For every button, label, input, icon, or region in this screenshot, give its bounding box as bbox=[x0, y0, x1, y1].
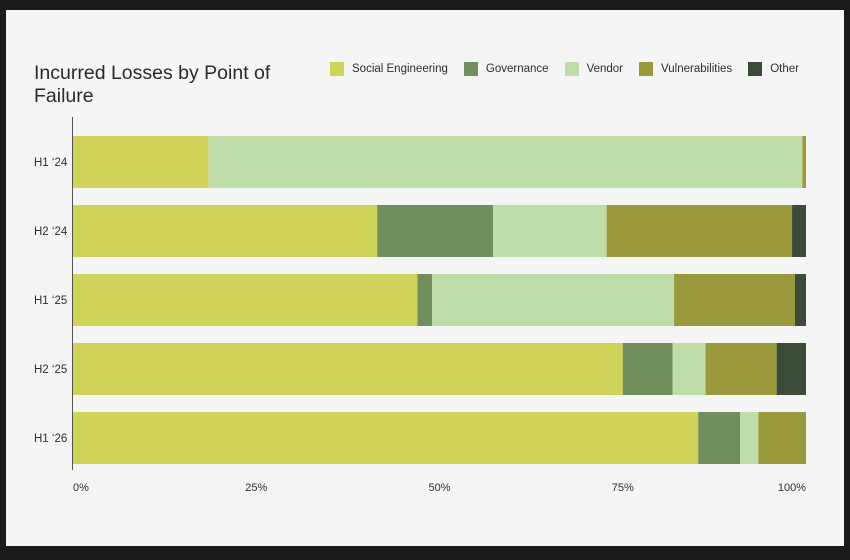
legend-swatch bbox=[564, 62, 579, 76]
legend-item-vendor: Vendor bbox=[564, 62, 624, 76]
bar-segment-vendor bbox=[740, 412, 759, 464]
legend-item-vulnerabilities: Vulnerabilities bbox=[639, 62, 732, 76]
bar-segment-vendor bbox=[432, 274, 675, 326]
legend-swatch bbox=[463, 62, 478, 76]
bar-segment-vendor bbox=[672, 343, 706, 395]
legend-item-governance: Governance bbox=[463, 62, 549, 76]
bar-segment-social-engineering bbox=[73, 274, 418, 326]
bar-segment-other bbox=[795, 274, 806, 326]
legend-label: Vendor bbox=[586, 63, 624, 75]
bar-segment-governance bbox=[417, 274, 433, 326]
category-label: H1 ‘26 bbox=[34, 433, 67, 445]
bar-segment-social-engineering bbox=[73, 412, 699, 464]
bar-segment-vulnerabilities bbox=[705, 343, 777, 395]
legend-label: Social Engineering bbox=[352, 63, 448, 75]
legend-item-other: Other bbox=[748, 62, 799, 76]
chart-title: Incurred Losses by Point of Failure bbox=[34, 62, 271, 107]
bar-segment-governance bbox=[622, 343, 673, 395]
bar-segment-other bbox=[792, 205, 806, 257]
bar-segment-vendor bbox=[208, 136, 803, 188]
bar-segment-vulnerabilities bbox=[674, 274, 796, 326]
bar-segment-vendor bbox=[493, 205, 607, 257]
bar-segment-other bbox=[776, 343, 806, 395]
x-tick-label: 50% bbox=[428, 482, 450, 494]
x-tick-label: 75% bbox=[612, 482, 634, 494]
bar-segment-social-engineering bbox=[73, 343, 623, 395]
bar-segment-governance bbox=[377, 205, 494, 257]
bar-segment-governance bbox=[698, 412, 741, 464]
legend-item-social-engineering: Social Engineering bbox=[330, 62, 448, 76]
category-label: H2 ‘25 bbox=[34, 364, 67, 376]
legend-swatch bbox=[639, 62, 654, 76]
bar-segment-social-engineering bbox=[73, 205, 378, 257]
bar-segment-vulnerabilities bbox=[802, 136, 806, 188]
legend: Social Engineering Governance Vendor Vulner… bbox=[330, 62, 799, 76]
bar-segment-social-engineering bbox=[73, 136, 209, 188]
category-label: H2 ‘24 bbox=[34, 226, 68, 238]
bar-segment-vulnerabilities bbox=[606, 205, 793, 257]
x-tick-label: 0% bbox=[73, 482, 89, 494]
bar-segment-vulnerabilities bbox=[758, 412, 806, 464]
legend-swatch bbox=[748, 62, 763, 76]
legend-label: Governance bbox=[485, 63, 549, 75]
x-tick-label: 100% bbox=[778, 482, 806, 494]
x-tick-label: 25% bbox=[245, 482, 267, 494]
legend-label: Vulnerabilities bbox=[661, 63, 733, 75]
category-label: H1 ‘24 bbox=[34, 157, 68, 169]
category-label: H1 ‘25 bbox=[34, 295, 67, 307]
legend-label: Other bbox=[770, 63, 799, 75]
legend-swatch bbox=[330, 62, 344, 76]
